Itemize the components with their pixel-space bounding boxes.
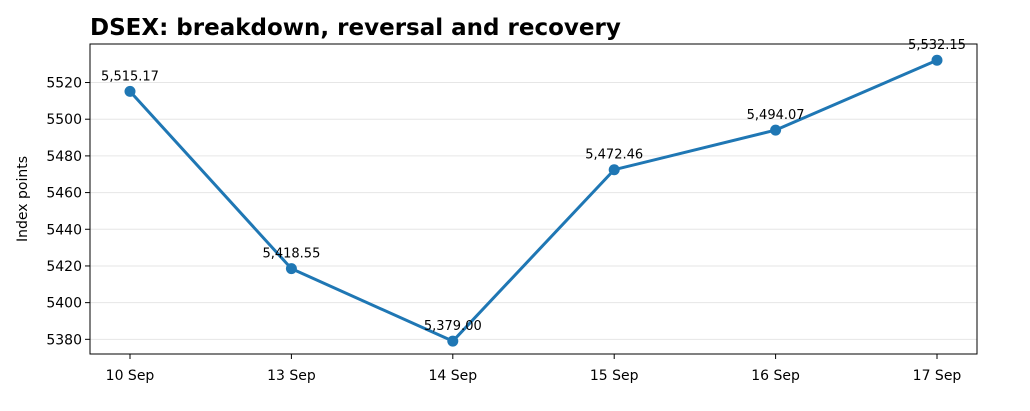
x-axis: 10 Sep 13 Sep 14 Sep 15 Sep 16 Sep 17 Sep (106, 354, 962, 384)
series-line (128, 58, 939, 343)
data-point (285, 263, 297, 275)
y-tick-label: 5380 (46, 332, 82, 348)
y-tick-label: 5400 (46, 296, 82, 312)
data-point (447, 335, 459, 347)
series-dsex: 5,515.17 5,418.55 5,379.00 5,472.46 5,494.07… (101, 38, 966, 347)
data-point (770, 124, 782, 136)
x-tick-label: 10 Sep (106, 368, 155, 384)
plot-area-frame (89, 43, 978, 355)
data-label: 5,379.00 (424, 319, 482, 334)
y-tick-label: 5480 (46, 149, 82, 165)
y-tick-label: 5420 (46, 259, 82, 275)
x-tick-label: 13 Sep (267, 368, 316, 384)
gridlines (90, 82, 977, 340)
y-tick-label: 5440 (46, 222, 82, 238)
y-tick-label: 5460 (46, 186, 82, 202)
y-tick-label: 5520 (46, 76, 82, 92)
data-label: 5,494.07 (747, 108, 805, 123)
x-tick-label: 15 Sep (590, 368, 639, 384)
y-tick-label: 5500 (46, 112, 82, 128)
x-tick-label: 14 Sep (428, 368, 477, 384)
data-point (931, 54, 943, 66)
y-axis: 5380 5400 5420 5440 5460 5480 5500 5520 (46, 76, 90, 348)
data-label: 5,472.46 (585, 148, 643, 163)
x-tick-label: 17 Sep (913, 368, 962, 384)
chart-title: DSEX: breakdown, reversal and recovery (90, 15, 621, 41)
data-label: 5,418.55 (262, 247, 320, 262)
data-point (608, 164, 620, 176)
y-axis-label: Index points (15, 156, 31, 242)
x-tick-label: 16 Sep (751, 368, 800, 384)
data-point (124, 85, 136, 97)
data-label: 5,515.17 (101, 69, 159, 84)
data-label: 5,532.15 (908, 38, 966, 53)
